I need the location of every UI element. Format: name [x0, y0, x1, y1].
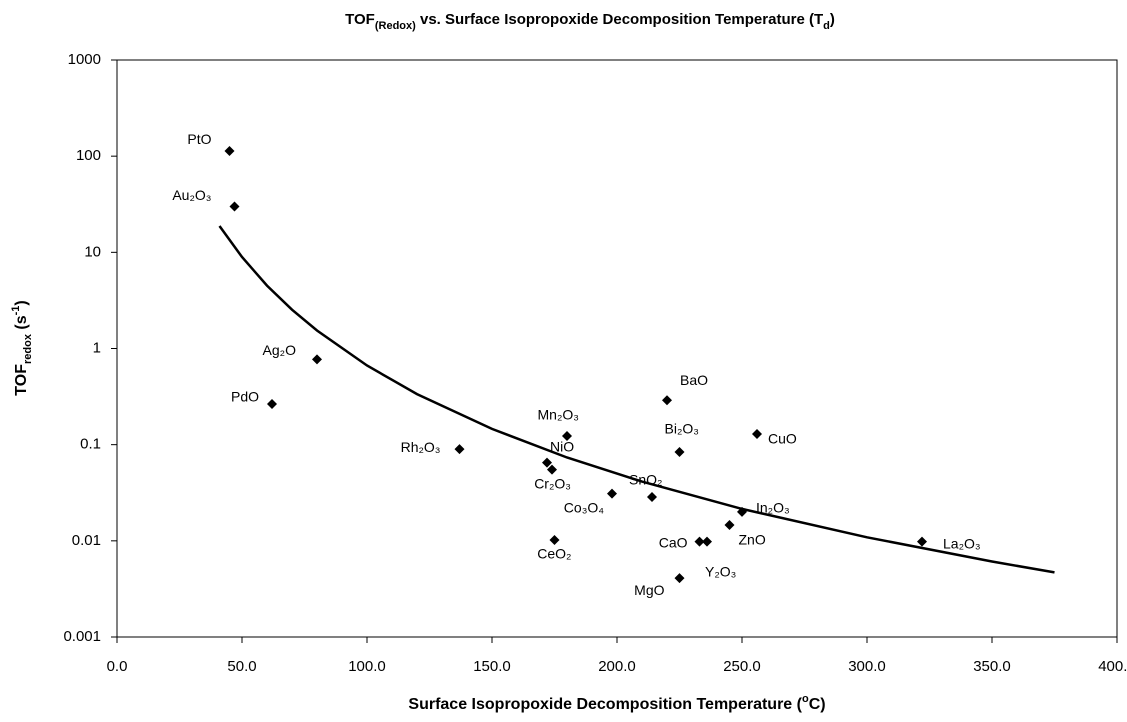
text-segment: -1: [10, 306, 22, 316]
text-segment: ): [13, 300, 30, 305]
point-label: MgO: [634, 582, 664, 598]
data-point: [547, 464, 557, 475]
data-point: [454, 444, 465, 455]
data-point: [607, 488, 617, 499]
data-point: [542, 457, 552, 468]
data-point: [562, 431, 572, 442]
data-point: [674, 446, 685, 457]
point-label: PtO: [187, 131, 211, 147]
y-tick-label: 1000: [68, 51, 101, 68]
point-label: NiO: [550, 438, 574, 454]
point-label: SnO₂: [629, 472, 662, 488]
y-tick-label: 0.1: [80, 436, 101, 453]
point-label: Y₂O₃: [705, 563, 736, 579]
fit-curve: [218, 225, 1055, 574]
text-segment: ): [830, 11, 835, 28]
x-tick-label: 0.0: [107, 658, 128, 675]
data-point: [674, 573, 685, 584]
text-segment: d: [823, 20, 830, 32]
point-label: Cr₂O₃: [534, 475, 571, 491]
point-label: Ag₂O: [263, 342, 297, 358]
data-point: [752, 429, 762, 440]
point-label: Au₂O₃: [172, 187, 211, 203]
data-point: [917, 536, 927, 547]
text-segment: redox: [22, 333, 34, 364]
y-tick-label: 0.001: [63, 628, 101, 645]
text-segment: TOF: [345, 11, 375, 28]
data-point: [312, 354, 322, 365]
point-label: Rh₂O₃: [401, 439, 441, 455]
data-point: [702, 536, 712, 547]
point-label: CeO₂: [537, 546, 571, 562]
point-label: Mn₂O₃: [538, 407, 579, 423]
point-label: Bi₂O₃: [665, 421, 699, 437]
point-label: CaO: [659, 534, 688, 550]
point-label: In₂O₃: [756, 500, 790, 516]
text-segment: Surface Isopropoxide Decomposition Tempe…: [408, 696, 802, 713]
x-tick-label: 300.0: [848, 658, 886, 675]
text-segment: TOF: [13, 364, 30, 396]
y-tick-label: 1: [93, 339, 101, 356]
x-tick-label: 400.0: [1098, 658, 1127, 675]
y-axis-label: TOFredox (s-1): [10, 300, 34, 395]
data-point: [737, 506, 747, 517]
data-point: [647, 491, 657, 502]
data-point: [229, 201, 240, 212]
data-point: [549, 535, 560, 546]
point-label: Co₃O₄: [564, 499, 604, 515]
y-tick-label: 0.01: [72, 532, 101, 549]
x-axis-label: Surface Isopropoxide Decomposition Tempe…: [408, 693, 825, 713]
text-segment: o: [802, 693, 809, 705]
point-label: BaO: [680, 372, 708, 388]
data-point: [724, 520, 735, 531]
x-tick-label: 250.0: [723, 658, 761, 675]
point-label: La₂O₃: [943, 535, 981, 551]
y-tick-label: 10: [84, 243, 101, 260]
x-tick-label: 200.0: [598, 658, 636, 675]
text-segment: vs. Surface Isopropoxide Decomposition T…: [416, 11, 823, 28]
x-tick-label: 350.0: [973, 658, 1011, 675]
data-point: [694, 536, 705, 547]
point-label: ZnO: [739, 532, 766, 548]
data-point: [224, 146, 235, 157]
y-tick-label: 100: [76, 147, 101, 164]
point-label: PdO: [231, 389, 259, 405]
data-point: [267, 398, 277, 409]
text-segment: C): [809, 696, 826, 713]
text-segment: (Redox): [375, 20, 416, 32]
data-point: [662, 395, 672, 406]
x-tick-label: 50.0: [227, 658, 256, 675]
chart-title: TOF(Redox) vs. Surface Isopropoxide Deco…: [345, 11, 835, 32]
x-tick-label: 150.0: [473, 658, 511, 675]
text-segment: (s: [13, 315, 30, 334]
x-tick-label: 100.0: [348, 658, 386, 675]
point-label: CuO: [768, 431, 797, 447]
